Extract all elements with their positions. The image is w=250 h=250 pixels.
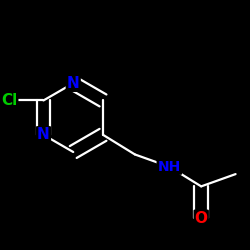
Text: NH: NH xyxy=(158,160,181,174)
Text: O: O xyxy=(195,211,208,226)
Text: N: N xyxy=(67,76,80,91)
Text: Cl: Cl xyxy=(1,93,17,108)
Text: N: N xyxy=(37,127,50,142)
